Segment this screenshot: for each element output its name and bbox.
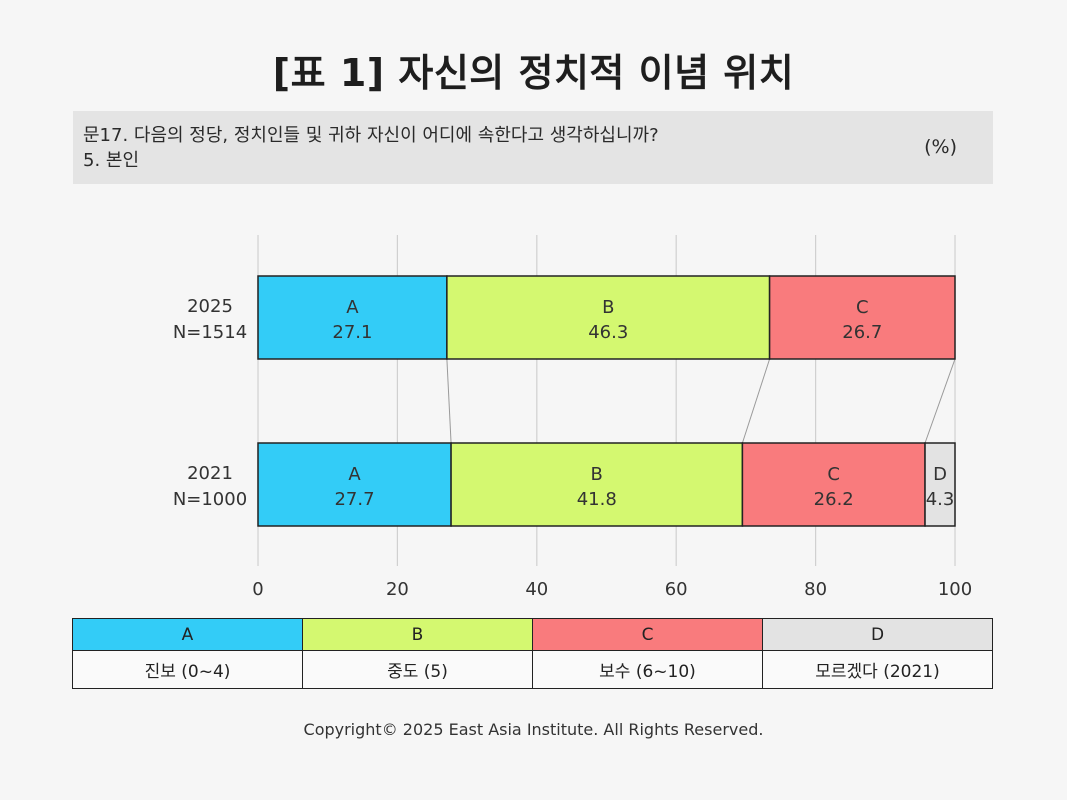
x-tick-label-80: 80 [804,579,827,600]
category-sample-label: N=1514 [173,322,247,343]
segment-value-label: 41.8 [577,489,617,510]
bar-segment-d-2021 [924,442,956,527]
question-item: 5. 본인 [83,150,140,171]
legend-desc-c: 보수 (6~10) [532,650,763,689]
legend-key-d: D [762,618,993,651]
segment-name-label: B [602,297,614,318]
question-box: 문17. 다음의 정당, 정치인들 및 귀하 자신이 어디에 속한다고 생각하십… [73,111,993,184]
x-tick-label-40: 40 [525,579,548,600]
question-text: 문17. 다음의 정당, 정치인들 및 귀하 자신이 어디에 속한다고 생각하십… [83,125,659,146]
x-tick-label-100: 100 [938,579,972,600]
legend-desc-d: 모르겠다 (2021) [762,650,993,689]
x-tick-label-60: 60 [665,579,688,600]
segment-name-label: A [348,464,361,485]
segment-value-label: 27.1 [332,322,372,343]
legend-key-a: A [72,618,303,651]
legend-desc-a: 진보 (0~4) [72,650,303,689]
segment-name-label: B [591,464,603,485]
category-year-label: 2025 [187,296,233,317]
legend-desc-b: 중도 (5) [302,650,533,689]
legend-key-b: B [302,618,533,651]
segment-value-label: 4.3 [926,489,955,510]
legend-key-c: C [532,618,763,651]
segment-name-label: A [346,297,359,318]
category-sample-label: N=1000 [173,489,247,510]
category-year-label: 2021 [187,463,233,484]
segment-value-label: 27.7 [334,489,374,510]
copyright-notice: Copyright© 2025 East Asia Institute. All… [303,720,764,739]
segment-name-label: C [856,297,869,318]
x-tick-label-20: 20 [386,579,409,600]
bar-segment-b-2025 [446,275,771,360]
segment-value-label: 26.2 [814,489,854,510]
segment-value-label: 46.3 [588,322,628,343]
connector-line [924,358,956,444]
bar-segment-a-2025 [257,275,448,360]
segment-name-label: C [827,464,840,485]
page-title: [표 1] 자신의 정치적 이념 위치 [272,51,795,95]
bar-segment-c-2025 [768,275,956,360]
connector-line [446,358,452,444]
connector-line [741,358,771,444]
x-tick-label-0: 0 [252,579,263,600]
unit-label: (%) [924,136,957,158]
bar-segment-c-2021 [741,442,926,527]
segment-value-label: 26.7 [842,322,882,343]
segment-name-label: D [933,464,947,485]
legend-table: A B C D 진보 (0~4) 중도 (5) 보수 (6~10) 모르겠다 (… [72,618,993,689]
stacked-bar-chart: 0 20 40 60 80 100 A 27.1 B 46.3 C 26.7 2025 N=1514 A 27… [173,235,972,600]
